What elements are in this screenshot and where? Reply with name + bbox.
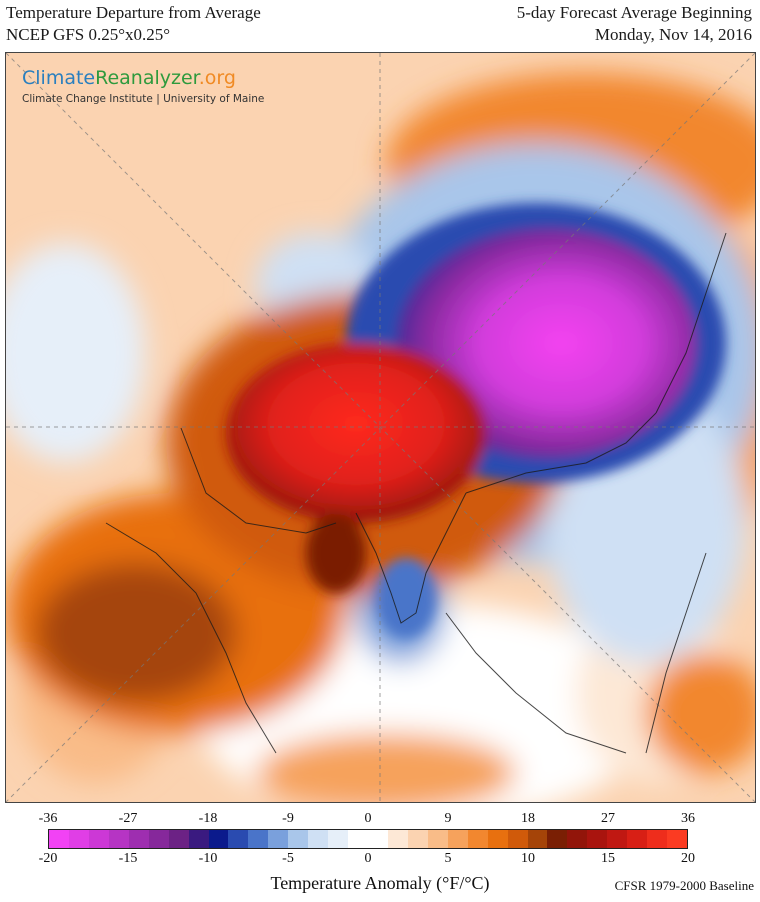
colorbar-cell bbox=[308, 830, 329, 848]
colorbar-cell bbox=[368, 830, 388, 848]
colorbar-cell bbox=[427, 830, 448, 848]
celsius-tick-label: -5 bbox=[282, 851, 294, 866]
celsius-tick-label: 5 bbox=[444, 851, 452, 866]
celsius-tick-label: 20 bbox=[681, 851, 695, 866]
colorbar-cell bbox=[168, 830, 189, 848]
colorbar-cell bbox=[328, 830, 349, 848]
logo: ClimateReanalyzer.org Climate Change Ins… bbox=[22, 67, 264, 105]
anomaly-map: ClimateReanalyzer.org Climate Change Ins… bbox=[5, 52, 756, 803]
model-name: NCEP GFS 0.25°x0.25° bbox=[6, 25, 171, 44]
colorbar-cell bbox=[647, 830, 668, 848]
colorbar-cell bbox=[527, 830, 548, 848]
map-title: Temperature Departure from Average bbox=[6, 3, 261, 22]
celsius-ticks: -20 -15 -10 -5 0 5 10 15 20 bbox=[39, 851, 695, 869]
colorbar-cell bbox=[288, 830, 309, 848]
colorbar-cell bbox=[667, 830, 687, 848]
colorbar-cell bbox=[447, 830, 468, 848]
colorbar-cell bbox=[208, 830, 229, 848]
colorbar-cell bbox=[228, 830, 249, 848]
celsius-tick-label: -10 bbox=[198, 851, 218, 866]
logo-part-climate: Climate bbox=[22, 67, 96, 89]
fahrenheit-ticks: -36 -27 -18 -9 0 9 18 27 36 bbox=[39, 811, 695, 829]
celsius-tick-label: 15 bbox=[601, 851, 615, 866]
fahrenheit-tick-label: 9 bbox=[444, 811, 452, 826]
header-left: Temperature Departure from Average NCEP … bbox=[6, 2, 261, 46]
baseline-note: CFSR 1979-2000 Baseline bbox=[614, 878, 754, 893]
header-right: 5-day Forecast Average Beginning Monday,… bbox=[517, 2, 752, 46]
colorbar-cell bbox=[348, 830, 368, 848]
colorbar-cell bbox=[507, 830, 528, 848]
colorbar-cell bbox=[128, 830, 149, 848]
forecast-label: 5-day Forecast Average Beginning bbox=[516, 3, 752, 22]
forecast-date: Monday, Nov 14, 2016 bbox=[594, 25, 752, 44]
fahrenheit-tick-label: 27 bbox=[601, 811, 615, 826]
fahrenheit-tick-label: 36 bbox=[681, 811, 695, 826]
celsius-tick-label: 10 bbox=[521, 851, 535, 866]
colorbar-cell bbox=[547, 830, 568, 848]
colorbar-cell bbox=[188, 830, 209, 848]
fahrenheit-tick-label: 0 bbox=[364, 811, 372, 826]
map-graphic bbox=[6, 53, 755, 802]
colorbar-cell bbox=[627, 830, 648, 848]
fahrenheit-tick-label: -36 bbox=[38, 811, 58, 826]
colorbar-cell bbox=[108, 830, 129, 848]
colorbar-cell bbox=[587, 830, 608, 848]
fahrenheit-tick-label: -27 bbox=[118, 811, 138, 826]
colorbar-cell bbox=[487, 830, 508, 848]
colorbar-cell bbox=[607, 830, 628, 848]
logo-part-org: .org bbox=[198, 67, 236, 89]
colorbar-cell bbox=[268, 830, 289, 848]
celsius-tick-label: 0 bbox=[364, 851, 372, 866]
logo-title: ClimateReanalyzer.org bbox=[22, 67, 264, 89]
colorbar-cell bbox=[567, 830, 588, 848]
colorbar-cell bbox=[387, 830, 408, 848]
colorbar-cell bbox=[88, 830, 109, 848]
colorbar-cell bbox=[49, 830, 69, 848]
colorbar-cell bbox=[68, 830, 89, 848]
coastlines bbox=[105, 232, 727, 754]
colorbar-cell bbox=[407, 830, 428, 848]
celsius-tick-label: -15 bbox=[118, 851, 138, 866]
fahrenheit-tick-label: -9 bbox=[282, 811, 294, 826]
colorbar-cell bbox=[148, 830, 169, 848]
graticule bbox=[6, 53, 755, 802]
logo-subtitle: Climate Change Institute | University of… bbox=[22, 93, 265, 105]
celsius-tick-label: -20 bbox=[38, 851, 58, 866]
fahrenheit-tick-label: 18 bbox=[521, 811, 535, 826]
colorbar bbox=[48, 829, 688, 849]
logo-part-reanalyzer: Reanalyzer bbox=[95, 67, 199, 89]
colorbar-title: Temperature Anomaly (°F/°C) bbox=[270, 873, 490, 893]
fahrenheit-tick-label: -18 bbox=[198, 811, 218, 826]
colorbar-cell bbox=[467, 830, 488, 848]
colorbar-cell bbox=[248, 830, 269, 848]
